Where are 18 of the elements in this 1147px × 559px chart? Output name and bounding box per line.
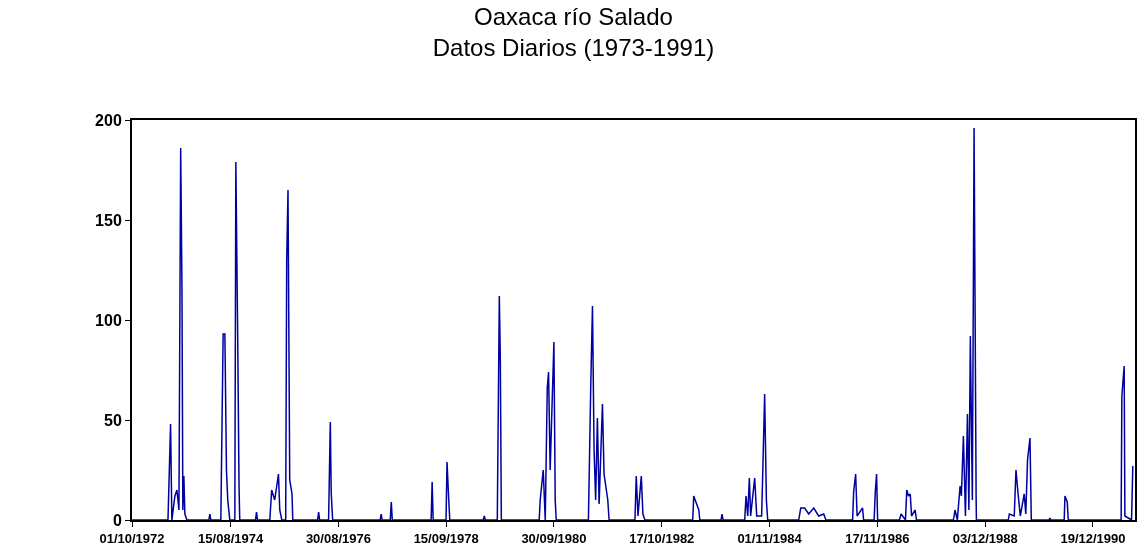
- line-series: [132, 127, 1134, 520]
- y-tick-label: 100: [95, 311, 122, 329]
- x-tick-label: 17/11/1986: [845, 530, 910, 546]
- x-tick-label: 15/09/1978: [413, 530, 479, 546]
- y-tick-label: 150: [95, 211, 122, 229]
- x-tick-label: 30/08/1976: [305, 530, 371, 546]
- y-tick-label: 0: [112, 511, 122, 529]
- x-tick-label: 01/11/1984: [737, 530, 803, 546]
- x-tick-label: 30/09/1980: [521, 530, 587, 546]
- y-tick-label: 50: [104, 411, 122, 429]
- x-tick-label: 15/08/1974: [198, 530, 264, 546]
- x-tick-label: 17/10/1982: [629, 530, 695, 546]
- x-tick-label: 01/10/1972: [99, 530, 165, 546]
- chart-subtitle: Datos Diarios (1973-1991): [432, 34, 715, 62]
- chart-title: Oaxaca río Salado: [474, 3, 673, 31]
- x-tick-label: 03/12/1988: [952, 530, 1018, 546]
- y-tick-label: 200: [95, 111, 122, 129]
- x-tick-label: 19/12/1990: [1060, 530, 1126, 546]
